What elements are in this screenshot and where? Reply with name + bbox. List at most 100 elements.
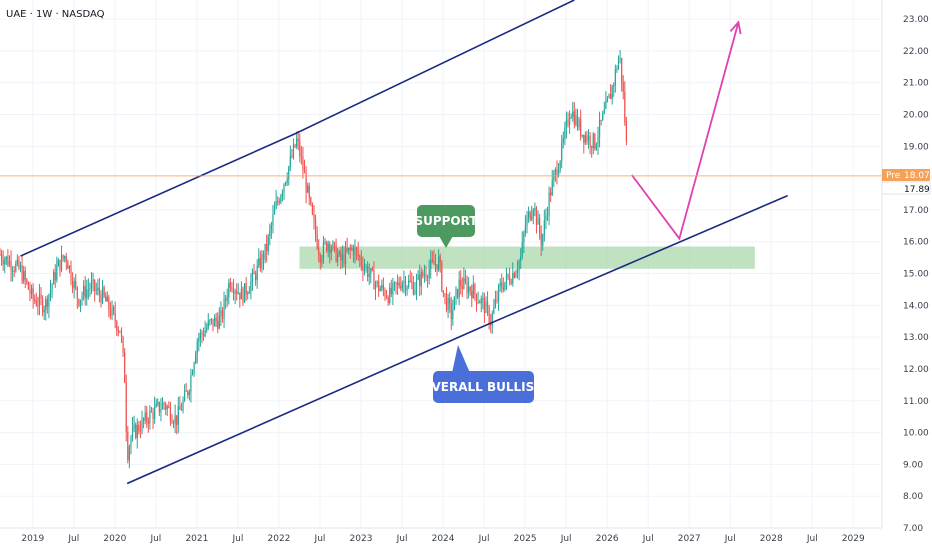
- candle-body: [426, 277, 429, 279]
- candle-body: [583, 134, 585, 143]
- candle-body: [513, 273, 515, 278]
- candle-body: [86, 289, 88, 299]
- bullish-callout[interactable]: OVERALL BULLISH: [422, 345, 545, 403]
- candle-body: [461, 286, 463, 289]
- candle-body: [206, 327, 208, 331]
- candle-body: [520, 256, 522, 262]
- candle-body: [464, 278, 467, 282]
- candle-body: [155, 403, 157, 407]
- candle-body: [415, 279, 418, 290]
- candle-body: [138, 424, 140, 431]
- candle-body: [374, 283, 377, 290]
- price-axis[interactable]: 23.00 22.00 21.00 20.00 19.00 17.00 16.00 15.00…: [881, 0, 929, 534]
- candle-body: [128, 447, 130, 461]
- channel-line-lower[interactable]: [126, 194, 788, 485]
- candle-body: [34, 299, 36, 301]
- grid: [0, 0, 882, 529]
- price-tick-label: 19.00: [903, 142, 929, 152]
- candle-body: [468, 286, 470, 294]
- candle-body: [368, 274, 370, 277]
- candle-body: [472, 284, 474, 298]
- candle-body: [349, 247, 351, 250]
- symbol-title[interactable]: UAE · 1W · NASDAQ: [6, 9, 105, 20]
- candle-body: [466, 281, 468, 294]
- channel-lines[interactable]: [20, 0, 788, 485]
- candle-body: [179, 406, 181, 410]
- candle-body: [18, 259, 20, 269]
- candle-body: [341, 254, 343, 261]
- candle-body: [314, 220, 317, 235]
- candle-body: [531, 215, 533, 220]
- candle-body: [404, 280, 407, 291]
- projection-line[interactable]: [631, 22, 740, 241]
- pre-market-tag-box: [882, 169, 930, 181]
- candle-body: [16, 259, 18, 264]
- time-tick-label: 2020: [103, 534, 126, 544]
- last-price-tag[interactable]: 17.89: [881, 181, 931, 195]
- time-tick-label: 2027: [678, 534, 701, 544]
- candle-body: [330, 249, 332, 253]
- candle-body: [610, 94, 612, 100]
- candle-body: [491, 313, 493, 326]
- candle-body: [79, 299, 82, 306]
- candle-body: [89, 288, 91, 290]
- candle-body: [371, 268, 373, 271]
- candle-body: [94, 279, 96, 291]
- time-axis[interactable]: 2019 Jul 2020 Jul 2021 Jul 2022 Jul 2023 Jul 2024 J…: [0, 527, 882, 544]
- support-zone-rect[interactable]: [299, 246, 755, 269]
- candle-body: [539, 218, 541, 234]
- candle-body: [385, 296, 388, 298]
- candle-body: [201, 332, 203, 335]
- time-tick-label: 2023: [350, 534, 373, 544]
- support-callout[interactable]: SUPPORT: [414, 205, 478, 248]
- candle-body: [76, 287, 78, 300]
- candle-body: [225, 299, 227, 301]
- candle-body: [535, 208, 538, 225]
- support-zone[interactable]: [299, 246, 755, 269]
- price-tick-label: 13.00: [903, 333, 929, 343]
- candle-body: [572, 111, 574, 117]
- candle-body: [193, 363, 195, 374]
- candle-body: [71, 280, 74, 289]
- pre-market-tag[interactable]: Pre 18.07: [882, 169, 930, 181]
- candle-body: [240, 288, 243, 300]
- candle-body: [502, 287, 504, 290]
- candle-body: [438, 256, 440, 270]
- candle-body: [398, 282, 400, 287]
- candle-body: [340, 251, 342, 261]
- candle-body: [209, 320, 211, 322]
- candle-body: [220, 310, 222, 316]
- candle-body: [221, 310, 224, 319]
- candle-body: [300, 155, 302, 157]
- candle-body: [135, 424, 137, 438]
- candle-body: [397, 282, 399, 285]
- candle-body: [84, 286, 86, 299]
- candle-body: [27, 282, 30, 290]
- candle-body: [291, 156, 293, 158]
- candle-body: [456, 288, 459, 298]
- candle-body: [606, 98, 609, 101]
- time-tick-label: Jul: [806, 534, 818, 544]
- candle-body: [611, 86, 613, 100]
- candle-body: [360, 257, 362, 265]
- candle-body: [355, 247, 358, 251]
- candle-body: [311, 203, 314, 214]
- candle-body: [231, 287, 233, 290]
- projection-arrow[interactable]: [631, 20, 742, 241]
- candle-body: [133, 424, 135, 428]
- candle-body: [365, 266, 367, 268]
- candle-body: [48, 294, 50, 308]
- candle-body: [600, 119, 602, 121]
- candle-body: [38, 294, 41, 306]
- price-tick-label: 12.00: [903, 365, 929, 375]
- candle-body: [455, 288, 457, 297]
- candle-body: [166, 406, 168, 410]
- candle-body: [303, 170, 306, 174]
- candle-body: [605, 100, 607, 110]
- candle-body: [177, 406, 179, 425]
- channel-line-upper[interactable]: [20, 0, 575, 257]
- candle-body: [21, 265, 23, 282]
- candle-body: [45, 299, 47, 310]
